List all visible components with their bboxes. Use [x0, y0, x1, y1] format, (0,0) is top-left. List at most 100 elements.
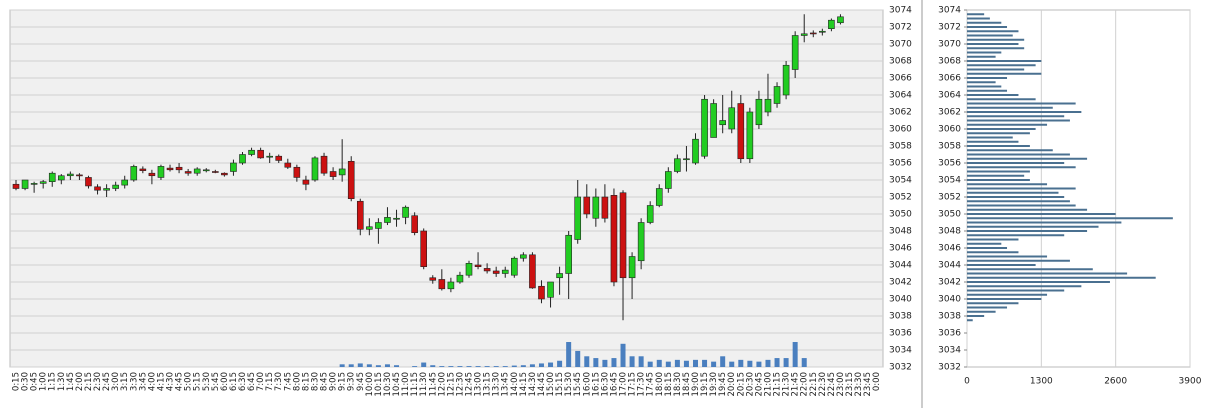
- x-tick-label: 5:30: [202, 372, 212, 391]
- candle-body: [655, 188, 663, 206]
- x-tick-label: 10:00: [365, 372, 375, 397]
- candle-body: [728, 107, 736, 130]
- profile-bar: [967, 225, 1099, 228]
- candle-body: [492, 270, 500, 274]
- y-tick-label: 3066: [938, 74, 961, 84]
- candle-body: [76, 174, 83, 177]
- candle-body: [230, 162, 237, 172]
- candle-body: [57, 175, 65, 181]
- x-tick-label: 12:15: [446, 372, 456, 397]
- profile-bar: [967, 94, 1019, 96]
- x-tick-label: 20:30: [745, 372, 755, 397]
- candle-body: [547, 281, 554, 298]
- profile-bar: [967, 98, 1036, 101]
- x-tick-label: 1:00: [39, 372, 49, 391]
- x-tick-label: 8:15: [301, 372, 311, 391]
- volume-bar: [575, 350, 581, 367]
- profile-bar: [967, 200, 1070, 203]
- candle-body: [574, 196, 582, 240]
- x-tick-label: 15:45: [573, 372, 583, 397]
- volume-bar: [801, 358, 807, 367]
- y-tick-label: 3068: [889, 57, 912, 67]
- x-tick-label: 7:45: [283, 372, 293, 391]
- profile-bar: [967, 51, 1002, 54]
- volume-bar: [720, 356, 726, 367]
- candle-body: [366, 226, 373, 230]
- candle-body: [510, 257, 518, 276]
- x-tick-label: 1:30: [57, 372, 67, 391]
- candle-body: [393, 217, 400, 220]
- candle-body: [112, 184, 119, 189]
- y-tick-label: 3046: [889, 244, 912, 254]
- volume-bar: [421, 362, 427, 367]
- profile-bar: [967, 119, 1070, 122]
- profile-bar: [967, 81, 996, 84]
- x-tick-label: 12:45: [465, 372, 475, 397]
- candle-body: [665, 171, 672, 189]
- profile-bar: [967, 13, 985, 16]
- profile-bar: [967, 242, 1002, 245]
- x-tick-label: 3900: [1179, 377, 1202, 387]
- profile-bar: [967, 187, 1076, 190]
- x-tick-label: 5:00: [184, 372, 194, 391]
- candle-body: [21, 179, 29, 189]
- profile-bar: [967, 111, 1082, 113]
- candle-body: [384, 217, 391, 223]
- x-tick-label: 8:30: [310, 372, 320, 391]
- candle-body: [311, 157, 319, 181]
- candle-body: [338, 168, 346, 176]
- x-tick-label: 15:30: [564, 372, 574, 397]
- candle-body: [501, 269, 509, 274]
- volume-bar: [502, 366, 508, 367]
- profile-bar: [967, 208, 1088, 211]
- y-tick-label: 3064: [889, 91, 912, 101]
- volume-bar: [765, 359, 771, 367]
- x-tick-label: 0:15: [12, 372, 22, 391]
- x-tick-label: 21:30: [782, 372, 792, 397]
- x-tick-label: 22:45: [827, 372, 837, 397]
- x-tick-label: 17:00: [619, 372, 629, 397]
- x-tick-label: 8:45: [320, 372, 330, 391]
- volume-bar: [729, 361, 735, 367]
- x-tick-label: 3:00: [111, 372, 121, 391]
- candle-body: [646, 205, 654, 223]
- x-tick-label: 17:30: [637, 372, 647, 397]
- volume-bar: [665, 361, 671, 367]
- y-tick-label: 3044: [938, 261, 961, 271]
- candle-body: [356, 200, 364, 230]
- profile-bar: [967, 157, 1088, 160]
- x-tick-label: 10:30: [383, 372, 393, 397]
- candle-body: [284, 162, 292, 168]
- x-tick-label: 18:30: [673, 372, 683, 397]
- candle-body: [746, 111, 754, 160]
- profile-bar: [967, 47, 1025, 50]
- candle-body: [347, 161, 355, 200]
- x-tick-label: 19:30: [709, 372, 719, 397]
- profile-bar: [967, 310, 996, 313]
- profile-bar: [967, 230, 1088, 232]
- candle-body: [48, 172, 56, 182]
- volume-bar: [394, 365, 400, 367]
- x-tick-label: 13:45: [501, 372, 511, 397]
- volume-bar: [693, 359, 698, 367]
- candle-body: [293, 166, 301, 178]
- profile-bar: [967, 60, 1042, 62]
- volume-bar: [511, 365, 517, 367]
- candle-body: [420, 230, 428, 268]
- x-tick-label: 6:45: [247, 372, 257, 391]
- volume-bar: [475, 366, 481, 367]
- profile-bar: [967, 302, 1019, 305]
- profile-bar: [967, 221, 1122, 224]
- profile-bar: [967, 17, 990, 20]
- x-tick-label: 1300: [1030, 377, 1053, 387]
- x-tick-label: 9:15: [338, 372, 348, 391]
- profile-bar: [967, 64, 1036, 67]
- candle-body: [737, 103, 745, 160]
- x-tick-label: 21:00: [763, 372, 773, 397]
- x-tick-label: 17:15: [628, 372, 638, 397]
- candle-body: [375, 222, 382, 229]
- profile-bar: [967, 106, 1053, 109]
- volume-bar: [538, 363, 544, 367]
- candle-body: [692, 138, 699, 164]
- volume-bar: [430, 365, 436, 367]
